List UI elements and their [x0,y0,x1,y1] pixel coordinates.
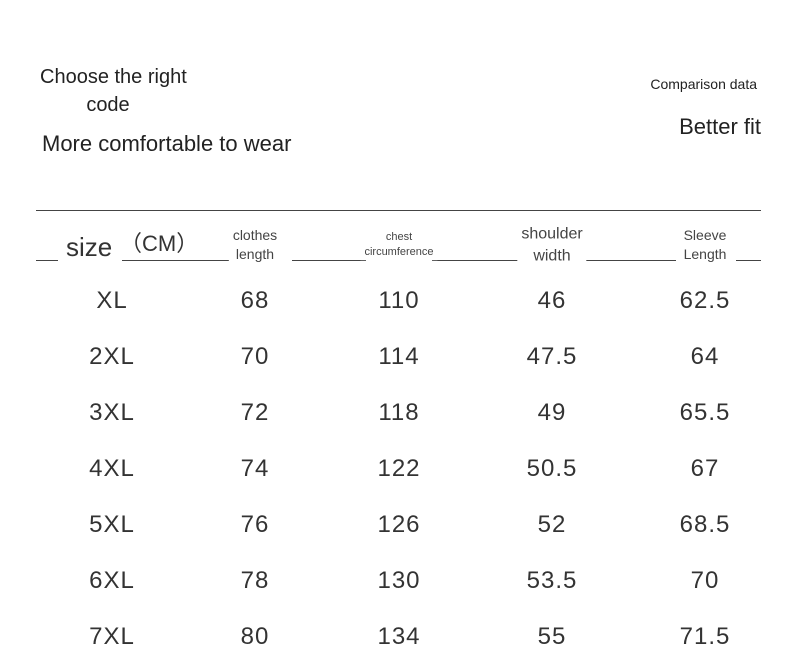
value-cell: 122 [377,455,421,482]
value-cell: 68 [240,287,270,314]
right-caption: Comparison data [650,76,757,92]
header-rule [36,260,58,261]
size-label: size [66,232,113,262]
value-cell: 76 [240,511,270,538]
value-cell: 72 [240,399,270,426]
value-cell: 126 [377,511,421,538]
title-line: code [86,94,130,116]
subtitle: More comfortable to wear [42,131,292,156]
value-cell: 67 [690,455,720,482]
size-cell: 2XL [89,343,135,370]
value-cell: 46 [537,287,567,314]
divider [36,210,761,211]
header-line: circumference [364,246,434,258]
value-cell: 64 [690,343,720,370]
right-title: Better fit [679,114,761,139]
header-rule [584,260,676,261]
value-cell: 49 [537,399,567,426]
value-cell: 50.5 [526,455,578,482]
header-line: shoulder [521,225,583,243]
header-line: width [533,247,571,264]
value-cell: 62.5 [679,287,731,314]
title-line: Choose the right [40,66,187,88]
value-cell: 80 [240,623,270,650]
value-cell: 118 [378,399,420,426]
size-cell: XL [96,287,128,314]
value-cell: 70 [690,567,720,594]
value-cell: 114 [378,343,420,370]
value-cell: 74 [240,455,270,482]
value-cell: 68.5 [679,511,731,538]
value-cell: 52 [537,511,567,538]
header-rule [122,260,232,261]
header-line: clothes [232,227,278,244]
value-cell: 71.5 [679,623,731,650]
value-cell: 78 [240,567,270,594]
value-cell: 55 [537,623,567,650]
header-rule [432,260,520,261]
unit-label: （CM） [120,231,199,256]
header-rule [736,260,761,261]
size-cell: 3XL [89,399,135,426]
value-cell: 134 [377,623,421,650]
size-cell: 5XL [89,511,135,538]
value-cell: 47.5 [526,343,578,370]
header-line: Sleeve [683,227,727,244]
value-cell: 70 [240,343,270,370]
column-header: Sleeve Length [679,226,731,264]
value-cell: 65.5 [679,399,731,426]
value-cell: 130 [377,567,421,594]
size-cell: 4XL [89,455,135,482]
header-line: chest [385,231,413,244]
column-header: clothes length [228,226,282,264]
column-header: chest circumference [360,230,438,260]
size-cell: 7XL [89,623,135,650]
value-cell: 110 [378,287,420,314]
value-cell: 53.5 [526,567,578,594]
header-line: length [235,246,275,262]
header-line: Length [683,246,727,262]
size-cell: 6XL [89,567,135,594]
header-rule [292,260,366,261]
column-header: shoulder width [517,223,587,267]
